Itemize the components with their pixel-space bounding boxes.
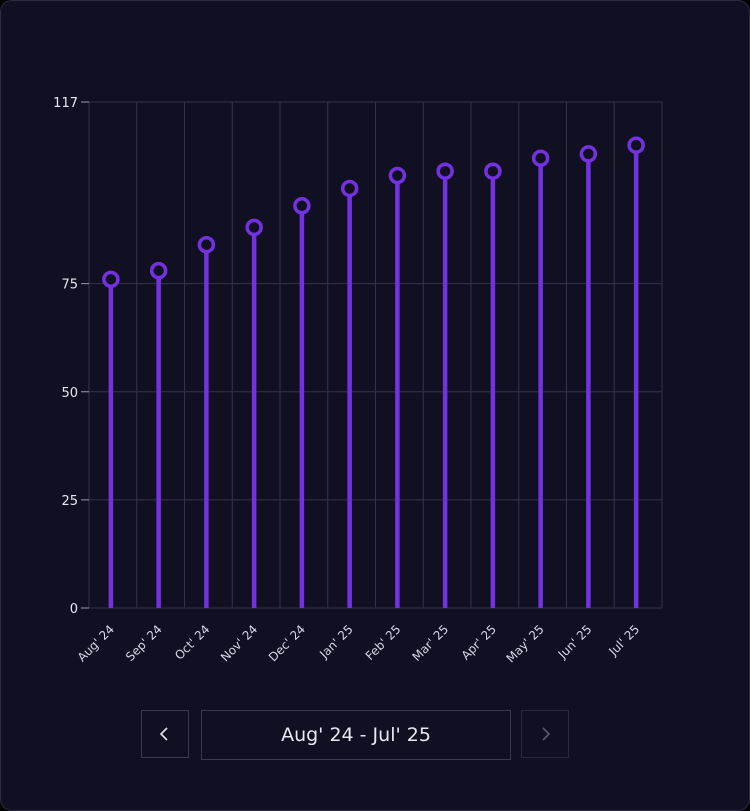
grid — [88, 101, 663, 609]
x-tick-label: Sep' 24 — [123, 622, 165, 664]
y-tick-label: 25 — [61, 494, 78, 509]
x-tick-label: Apr' 25 — [459, 622, 499, 662]
data-marks — [102, 136, 645, 608]
x-tick-label: Mar' 25 — [410, 622, 452, 664]
data-point — [102, 270, 120, 289]
data-point — [340, 179, 359, 198]
x-tick-label: Jun' 25 — [555, 622, 595, 662]
x-tick-label: May' 25 — [503, 622, 546, 665]
x-tick-label: Oct' 24 — [172, 622, 212, 662]
x-tick-label: Dec' 24 — [266, 622, 308, 664]
date-range-label: Aug' 24 - Jul' 25 — [201, 710, 511, 760]
y-tick-label: 117 — [53, 96, 78, 111]
next-period-button[interactable] — [521, 710, 569, 758]
x-tick-label: Jan' 25 — [316, 622, 356, 662]
data-point — [245, 218, 263, 237]
data-point — [197, 235, 216, 254]
x-tick-label: Feb' 25 — [363, 622, 404, 663]
x-axis: Aug' 24 Sep' 24 Oct' 24 Nov' 24 Dec' 24 Jan' … — [75, 622, 643, 665]
data-point — [484, 162, 502, 180]
data-point — [436, 162, 454, 180]
data-point — [388, 166, 407, 185]
data-point — [579, 145, 598, 163]
data-point — [627, 136, 645, 154]
data-point — [293, 197, 311, 215]
lollipop-chart: 117 75 50 25 0 Aug' 24 Sep' 24 Oct' 24 Nov' 24 D… — [53, 96, 663, 665]
previous-period-button[interactable] — [141, 710, 189, 758]
x-tick-label: Nov' 24 — [218, 622, 260, 664]
data-point — [149, 261, 168, 280]
data-point — [531, 149, 550, 167]
y-tick-label: 0 — [70, 602, 78, 617]
y-tick-label: 50 — [61, 386, 78, 401]
x-tick-label: Jul' 25 — [606, 622, 643, 659]
y-axis: 117 75 50 25 0 — [53, 96, 89, 617]
chevron-right-icon — [542, 727, 551, 741]
chevron-left-icon — [159, 727, 168, 741]
x-tick-label: Aug' 24 — [75, 622, 117, 664]
y-tick-label: 75 — [61, 278, 78, 293]
